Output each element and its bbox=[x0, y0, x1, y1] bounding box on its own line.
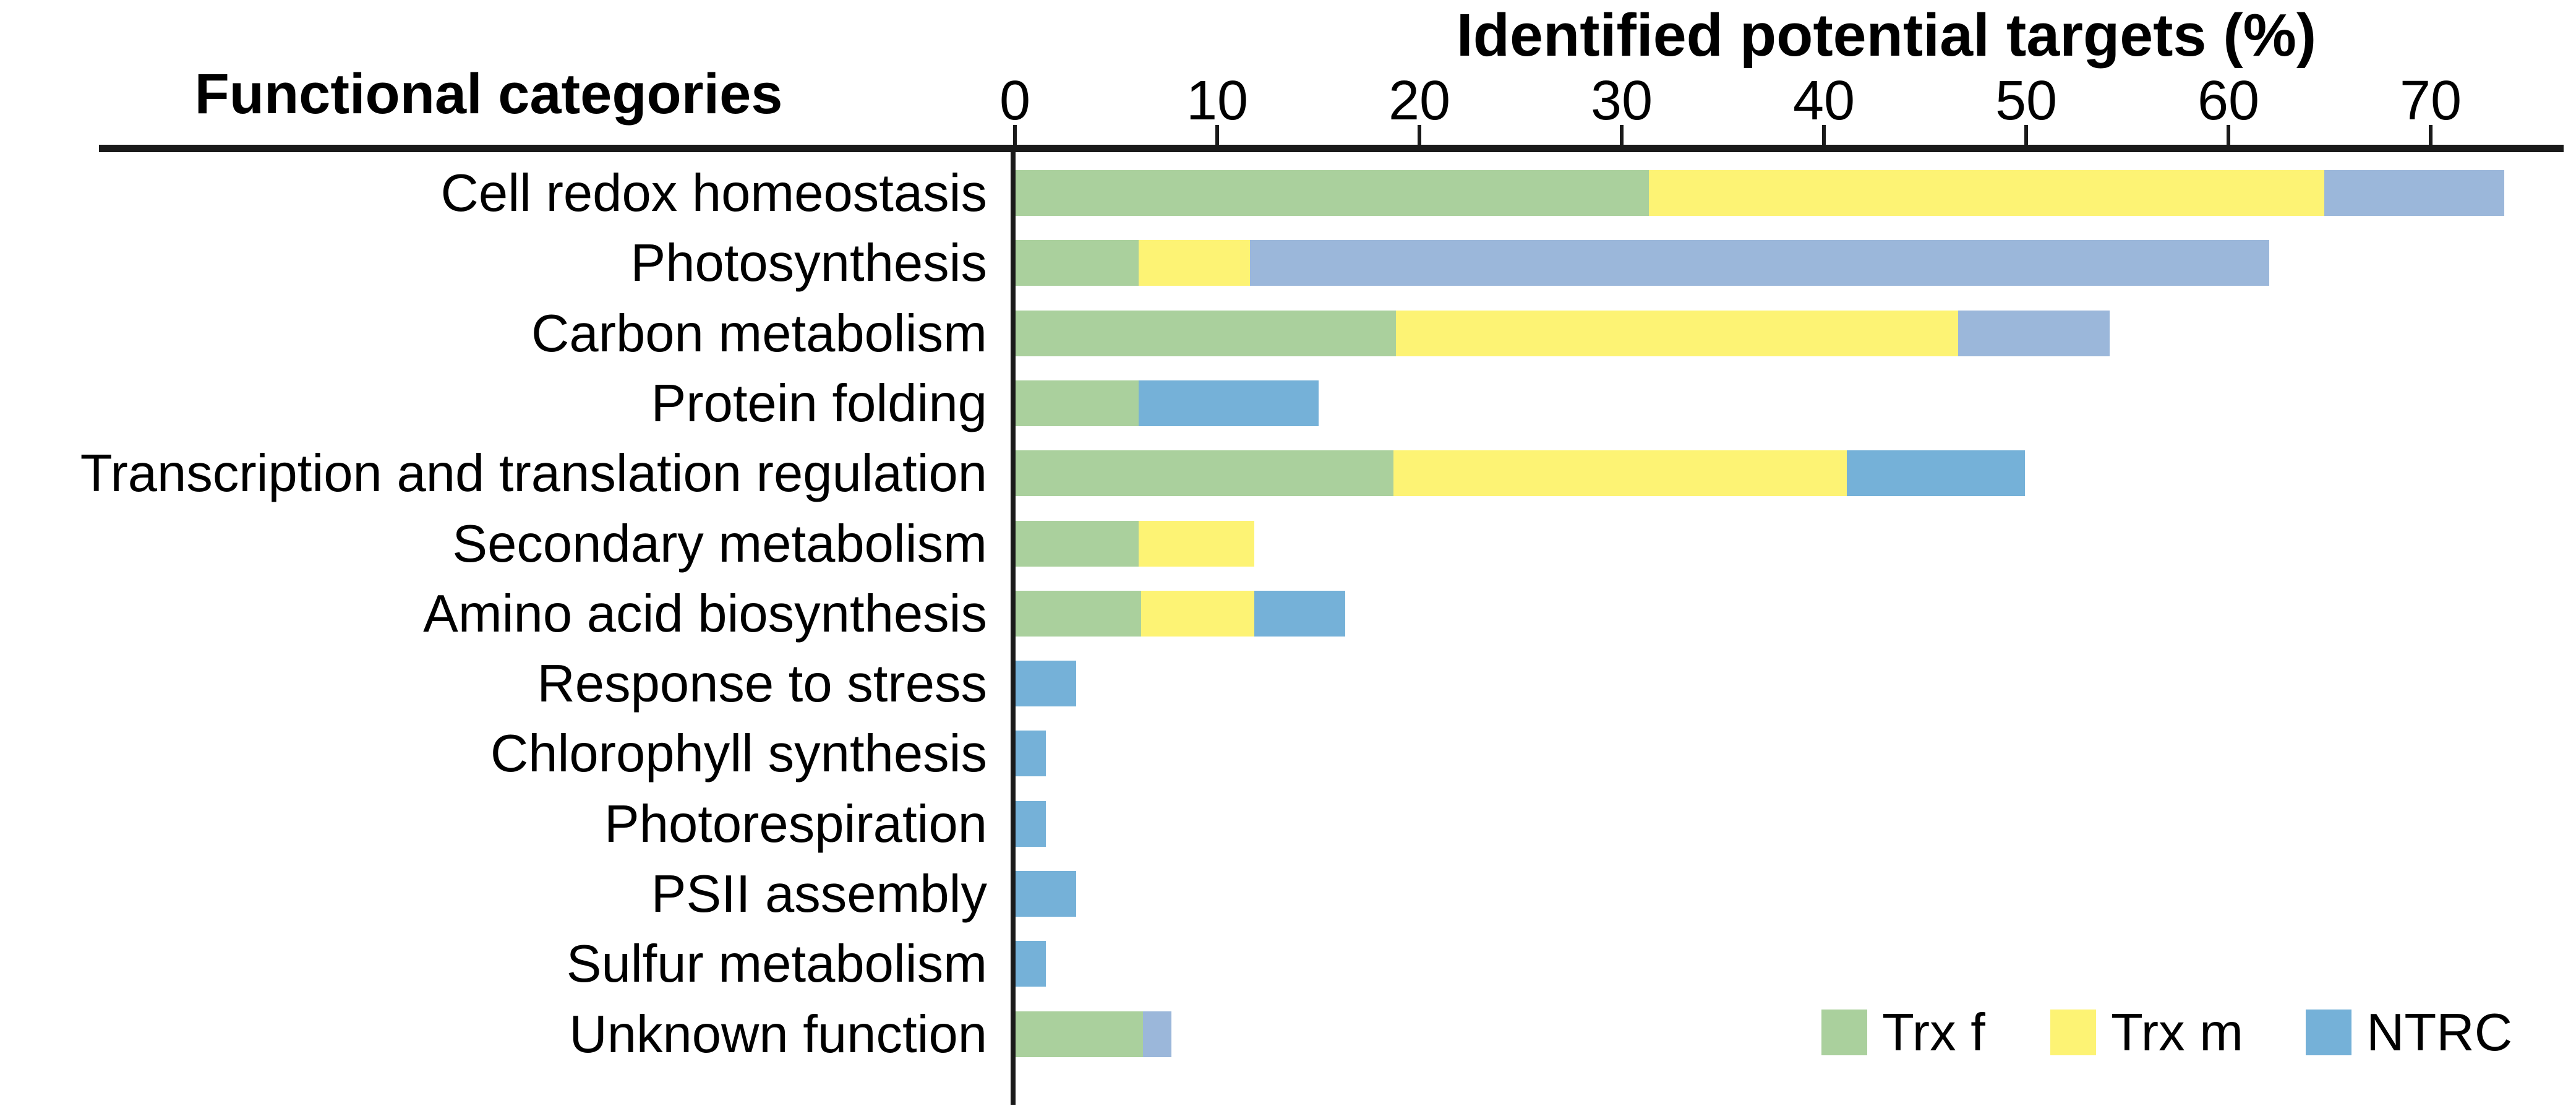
segment-trx-m bbox=[1139, 240, 1251, 286]
bar-row: Response to stress bbox=[0, 654, 2576, 713]
segment-trx-f bbox=[1016, 1011, 1143, 1057]
x-tick-label-40: 40 bbox=[1792, 70, 1855, 132]
category-label: Photosynthesis bbox=[630, 233, 987, 293]
segment-ntrc bbox=[1846, 450, 2025, 496]
bar-segments bbox=[1016, 380, 1319, 426]
category-label: Cell redox homeostasis bbox=[440, 163, 987, 223]
x-tick-mark-30 bbox=[1620, 125, 1624, 146]
segment-ntrc bbox=[1016, 731, 1046, 776]
x-tick-label-10: 10 bbox=[1186, 70, 1249, 132]
x-tick-mark-0 bbox=[1013, 125, 1017, 146]
segment-trx-f bbox=[1016, 170, 1649, 216]
x-tick-mark-20 bbox=[1418, 125, 1421, 146]
bar-row: Cell redox homeostasis bbox=[0, 163, 2576, 223]
segment-ntrc bbox=[1139, 380, 1319, 426]
bar-segments bbox=[1016, 450, 2025, 496]
segment-trx-f bbox=[1016, 311, 1396, 356]
bar-row: PSII assembly bbox=[0, 864, 2576, 924]
bar-row: Photorespiration bbox=[0, 794, 2576, 854]
segment-ntrc bbox=[1254, 591, 1345, 637]
category-label: Carbon metabolism bbox=[531, 304, 987, 363]
category-label: Response to stress bbox=[537, 654, 987, 713]
x-tick-label-30: 30 bbox=[1590, 70, 1653, 132]
x-axis-title: Identified potential targets (%) bbox=[1456, 1, 2317, 69]
category-label: Unknown function bbox=[569, 1005, 987, 1064]
legend-swatch-icon bbox=[1821, 1010, 1867, 1055]
bar-segments bbox=[1016, 801, 1046, 847]
category-label: Sulfur metabolism bbox=[566, 934, 987, 993]
bar-segments bbox=[1016, 591, 1345, 637]
bar-segments bbox=[1016, 731, 1046, 776]
segment-trx-f bbox=[1016, 450, 1394, 496]
segment-trx-m bbox=[1393, 450, 1847, 496]
x-tick-label-70: 70 bbox=[2399, 70, 2462, 132]
segment-trx-m bbox=[1140, 591, 1254, 637]
bar-row: Amino acid biosynthesis bbox=[0, 584, 2576, 643]
y-axis-line bbox=[1011, 145, 1016, 1105]
category-label: Amino acid biosynthesis bbox=[423, 584, 987, 643]
x-tick-label-60: 60 bbox=[2197, 70, 2260, 132]
bar-segments bbox=[1016, 871, 1077, 917]
y-axis-title: Functional categories bbox=[194, 62, 783, 126]
legend-item-ntrc: NTRC bbox=[2306, 1003, 2513, 1062]
x-tick-mark-40 bbox=[1822, 125, 1826, 146]
bar-row: Transcription and translation regulation bbox=[0, 444, 2576, 503]
segment-trx-f bbox=[1016, 521, 1139, 567]
segment-ntrc bbox=[1016, 801, 1046, 847]
x-tick-label-20: 20 bbox=[1388, 70, 1451, 132]
segment-ntrc bbox=[1016, 871, 1077, 917]
segment-trx-m bbox=[1648, 170, 2324, 216]
segment-ntrc bbox=[1016, 941, 1046, 987]
segment-ntrc bbox=[1250, 240, 2270, 286]
bar-segments bbox=[1016, 661, 1077, 706]
top-axis-line bbox=[99, 145, 2564, 152]
x-tick-mark-50 bbox=[2024, 125, 2028, 146]
bar-row: Sulfur metabolism bbox=[0, 934, 2576, 993]
category-label: Secondary metabolism bbox=[452, 514, 987, 573]
category-label: PSII assembly bbox=[651, 864, 987, 924]
legend: Trx f Trx m NTRC bbox=[0, 1003, 2576, 1062]
x-tick-label-50: 50 bbox=[1995, 70, 2058, 132]
segment-trx-m bbox=[1139, 521, 1254, 567]
segment-trx-f bbox=[1016, 240, 1139, 286]
bar-row: Chlorophyll synthesis bbox=[0, 724, 2576, 783]
bar-row: Secondary metabolism bbox=[0, 514, 2576, 573]
segment-trx-f bbox=[1016, 380, 1139, 426]
category-label: Transcription and translation regulation bbox=[80, 444, 987, 503]
category-label: Photorespiration bbox=[604, 794, 987, 854]
bar-row: Protein folding bbox=[0, 374, 2576, 433]
category-label: Protein folding bbox=[651, 374, 987, 433]
bar-row: Unknown function bbox=[0, 1005, 2576, 1064]
legend-label: Trx f bbox=[1882, 1003, 1985, 1062]
segment-ntrc bbox=[2324, 170, 2504, 216]
bar-segments bbox=[1016, 170, 2504, 216]
bar-row: Photosynthesis bbox=[0, 233, 2576, 293]
bar-segments bbox=[1016, 1011, 1171, 1057]
legend-swatch-icon bbox=[2050, 1010, 2096, 1055]
bar-segments bbox=[1016, 311, 2110, 356]
bar-segments bbox=[1016, 240, 2270, 286]
segment-trx-m bbox=[1395, 311, 1958, 356]
bar-segments bbox=[1016, 521, 1254, 567]
bar-segments bbox=[1016, 941, 1046, 987]
segment-ntrc bbox=[1016, 661, 1077, 706]
legend-swatch-icon bbox=[2306, 1010, 2351, 1055]
bar-row: Carbon metabolism bbox=[0, 304, 2576, 363]
x-tick-mark-70 bbox=[2429, 125, 2433, 146]
x-tick-mark-60 bbox=[2227, 125, 2230, 146]
legend-item-trx-f: Trx f bbox=[1821, 1003, 1985, 1062]
x-tick-mark-10 bbox=[1215, 125, 1219, 146]
segment-ntrc bbox=[1958, 311, 2110, 356]
legend-item-trx-m: Trx m bbox=[2050, 1003, 2243, 1062]
legend-label: NTRC bbox=[2366, 1003, 2513, 1062]
x-tick-label-0: 0 bbox=[999, 70, 1031, 132]
segment-ntrc bbox=[1143, 1011, 1171, 1057]
category-label: Chlorophyll synthesis bbox=[490, 724, 987, 783]
legend-label: Trx m bbox=[2111, 1003, 2243, 1062]
segment-trx-f bbox=[1016, 591, 1141, 637]
